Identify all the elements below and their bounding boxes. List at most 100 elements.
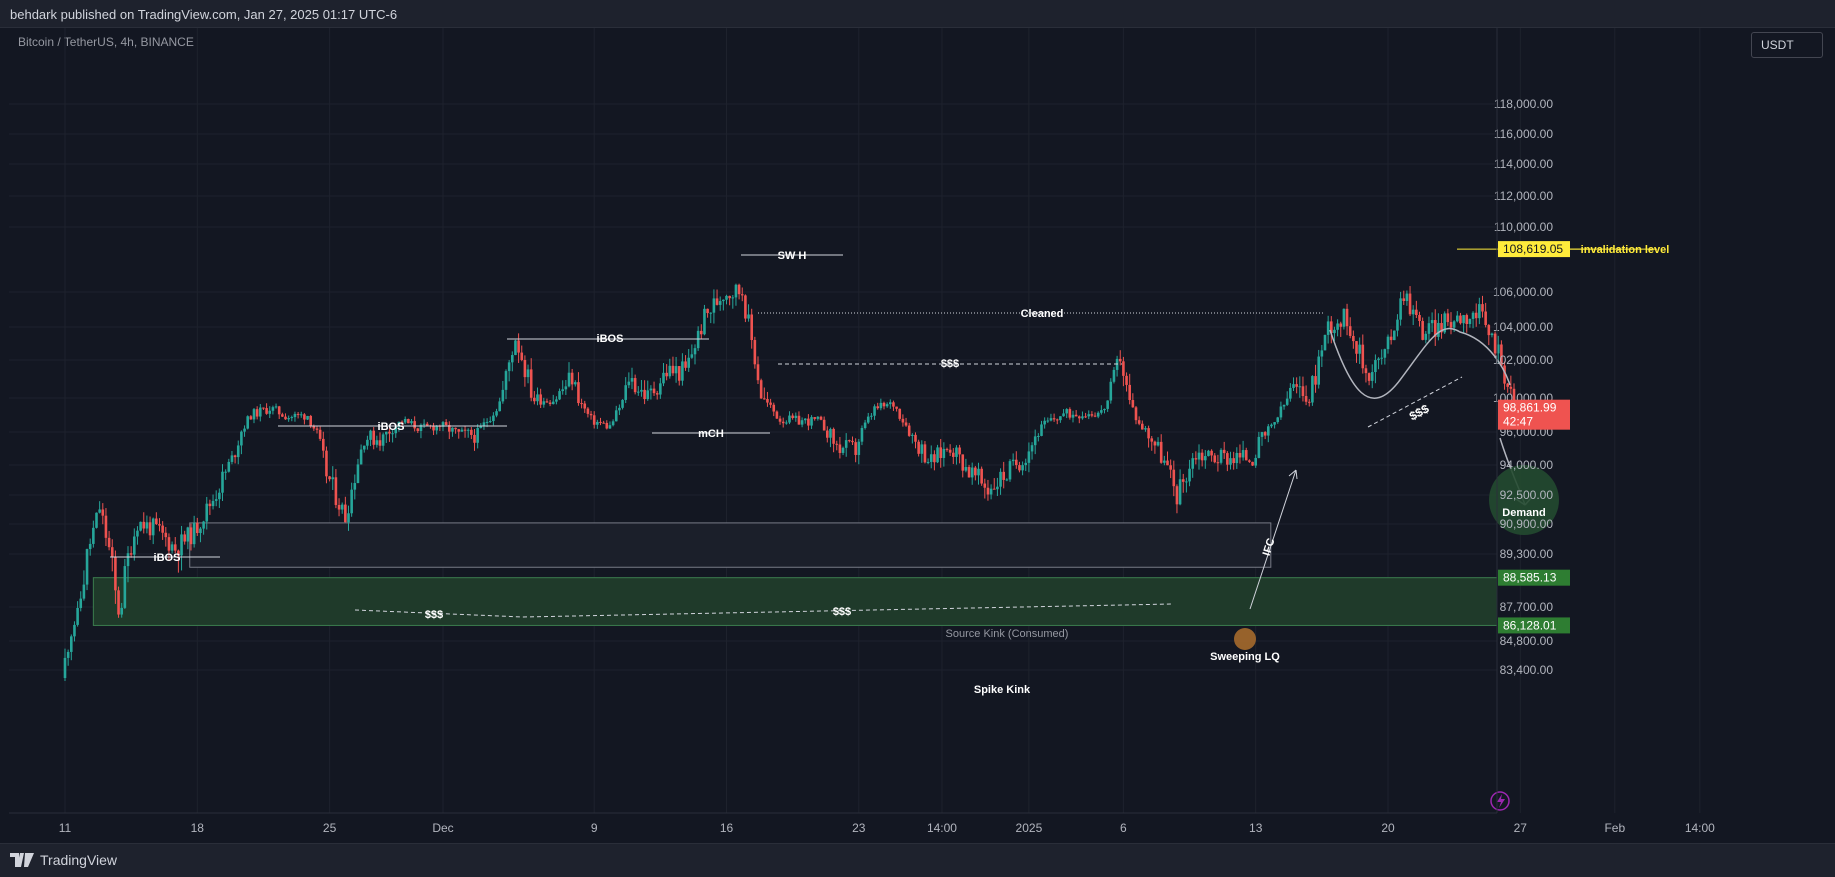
candle — [1374, 360, 1377, 373]
candle — [344, 504, 347, 523]
zone-bottom-price: 86,128.01 — [1503, 618, 1557, 632]
price-chart[interactable]: iBOS iBOS iBOS SW H Cleaned $$$ mCH $$$ $$$ Sourc… — [9, 28, 1835, 843]
candle — [709, 312, 713, 314]
candle — [385, 431, 388, 435]
candle — [1137, 420, 1141, 424]
candle — [1307, 401, 1311, 403]
candle — [252, 409, 256, 420]
publisher-bar: behdark published on TradingView.com, Ja… — [0, 0, 1835, 28]
candle — [791, 415, 794, 419]
ifc-arrow-line — [1249, 469, 1297, 610]
candle — [684, 361, 687, 368]
candle — [1210, 450, 1213, 456]
zone-top-price: 88,585.13 — [1503, 571, 1557, 585]
candle — [1059, 416, 1062, 421]
candle — [690, 354, 694, 358]
candle — [296, 413, 300, 415]
liquidity-label: $$$ — [1407, 401, 1432, 423]
candle — [936, 447, 939, 463]
candle — [1096, 412, 1100, 417]
candle — [763, 398, 766, 400]
candle — [1496, 344, 1500, 354]
candle — [98, 509, 101, 513]
candle — [1311, 376, 1314, 403]
y-tick-label: 83,400.00 — [1500, 663, 1554, 677]
y-tick-label: 94,000.00 — [1500, 458, 1554, 472]
liquidity-line — [1367, 376, 1463, 428]
candle — [413, 421, 416, 429]
candle — [224, 471, 227, 473]
candle — [822, 419, 826, 431]
candle — [637, 391, 640, 393]
candle — [1493, 333, 1497, 354]
candle — [476, 428, 479, 443]
candle — [655, 393, 659, 395]
candle — [1046, 420, 1050, 422]
candle — [107, 537, 111, 548]
candle — [230, 455, 234, 462]
candle — [1506, 383, 1509, 387]
candle — [1147, 428, 1150, 439]
invalidation-price: 108,619.05 — [1503, 242, 1563, 256]
candle — [1424, 333, 1428, 340]
candle — [1440, 322, 1443, 333]
candle — [1345, 308, 1349, 327]
candle — [1471, 312, 1475, 319]
candle — [416, 428, 420, 432]
candle — [803, 418, 807, 421]
candle — [539, 394, 542, 405]
candle — [463, 429, 467, 431]
candle — [1449, 322, 1453, 328]
arrow-head-icon — [1288, 469, 1298, 480]
candle — [1273, 422, 1276, 425]
candle — [133, 536, 136, 555]
candle — [85, 549, 89, 585]
y-tick-label: 112,000.00 — [1494, 189, 1553, 203]
candle — [1222, 449, 1226, 454]
candle — [126, 553, 130, 567]
ibos-label: iBOS — [378, 421, 405, 433]
candle — [82, 584, 86, 599]
candle — [1481, 304, 1484, 312]
candle — [236, 445, 240, 458]
candle — [274, 406, 278, 408]
candle — [419, 424, 423, 432]
chart-area[interactable]: iBOS iBOS iBOS SW H Cleaned $$$ mCH $$$ $$$ Sourc… — [9, 28, 1835, 843]
candle — [397, 421, 401, 428]
candle — [95, 512, 98, 528]
y-tick-label: 102,000.00 — [1493, 353, 1553, 367]
lightning-bolt — [1497, 794, 1505, 808]
x-tick-label: 9 — [591, 821, 598, 835]
candle — [114, 556, 117, 591]
candle — [1402, 298, 1406, 301]
currency-button[interactable]: USDT — [1751, 32, 1823, 58]
candle — [66, 651, 70, 658]
x-tick-label: 14:00 — [927, 821, 957, 835]
candle — [1241, 450, 1245, 458]
candle — [665, 372, 668, 377]
candle — [227, 461, 231, 472]
candle — [1465, 315, 1469, 325]
candle — [454, 427, 457, 430]
candle — [1055, 419, 1059, 421]
candle — [608, 425, 612, 429]
candle — [1330, 321, 1333, 334]
candle — [221, 471, 224, 493]
candle — [974, 467, 977, 476]
x-tick-label: 25 — [323, 821, 337, 835]
candle — [810, 417, 813, 426]
candle — [1109, 381, 1113, 401]
candle — [495, 411, 498, 416]
candle — [388, 431, 391, 434]
candle — [1336, 323, 1339, 330]
candle — [1276, 417, 1280, 423]
candle — [728, 295, 731, 299]
candle — [1430, 320, 1434, 324]
candle — [750, 314, 753, 341]
candle — [136, 530, 139, 537]
candle — [1178, 479, 1182, 505]
candle — [1364, 368, 1368, 374]
candle — [1386, 336, 1390, 350]
candle — [986, 487, 990, 495]
candle — [1197, 452, 1201, 460]
